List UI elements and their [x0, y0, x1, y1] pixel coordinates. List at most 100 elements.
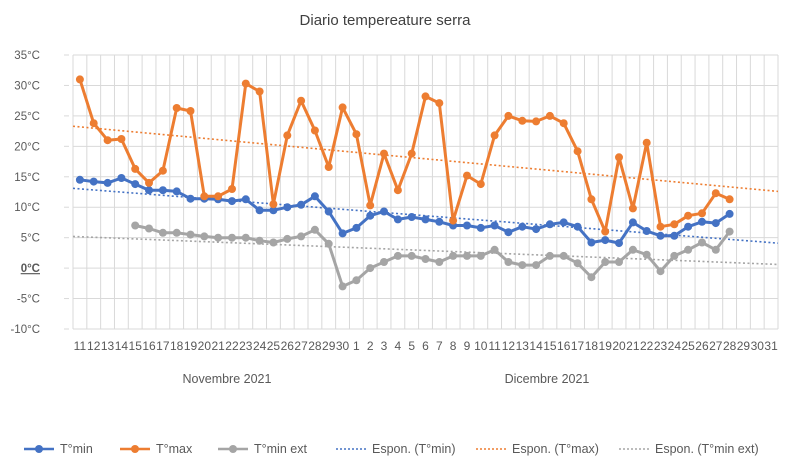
legend-marker-tmin — [35, 445, 43, 453]
data-point — [435, 217, 444, 226]
x-tick-label: 20 — [198, 339, 212, 353]
data-point — [158, 228, 167, 237]
chart-title: Diario tempereature serra — [300, 12, 472, 29]
y-tick-label: 0°C — [21, 263, 40, 275]
x-tick-label: 18 — [585, 339, 599, 353]
y-tick-label: 30°C — [14, 80, 40, 92]
legend-item-tmax[interactable]: T°max — [120, 442, 193, 456]
legend-marker-tmin-ext — [229, 445, 237, 453]
data-point — [255, 87, 264, 96]
data-point — [158, 166, 167, 175]
data-point — [186, 107, 195, 115]
x-tick-label: 5 — [408, 339, 415, 353]
data-point — [532, 225, 541, 234]
y-tick-label: -5°C — [17, 294, 40, 306]
data-point — [324, 163, 333, 171]
data-point — [504, 258, 513, 266]
data-point — [241, 195, 250, 204]
data-point — [407, 251, 416, 260]
data-point — [103, 136, 112, 145]
x-tick-label: 22 — [225, 339, 239, 353]
data-point — [421, 92, 430, 101]
x-tick-label: 15 — [543, 339, 557, 353]
x-tick-label: 17 — [571, 339, 585, 353]
data-point — [89, 177, 98, 186]
x-tick-label: 28 — [723, 339, 737, 353]
x-tick-label: 15 — [129, 339, 143, 353]
x-tick-label: 11 — [488, 339, 501, 353]
data-point — [463, 251, 471, 260]
data-point — [324, 207, 333, 216]
x-tick-label: 20 — [612, 339, 626, 353]
data-point — [711, 219, 720, 228]
legend-item-trend-tmin-ext[interactable]: Espon. (T°min ext) — [619, 442, 759, 456]
y-tick-label: -10°C — [10, 324, 40, 336]
data-point — [214, 233, 223, 242]
x-tick-label: 13 — [516, 339, 530, 353]
x-tick-label: 29 — [322, 339, 336, 353]
data-point — [117, 135, 126, 143]
x-tick-label: 30 — [336, 339, 350, 353]
y-tick-label: 15°C — [14, 172, 40, 184]
x-tick-label: 12 — [87, 339, 101, 353]
legend-item-trend-tmin[interactable]: Espon. (T°min) — [336, 442, 456, 456]
data-point — [145, 178, 153, 187]
data-point — [393, 186, 402, 195]
data-point — [338, 229, 347, 238]
x-tick-label: 12 — [502, 339, 516, 353]
x-tick-label: 9 — [464, 339, 471, 353]
data-point — [75, 75, 84, 84]
x-tick-label: 31 — [764, 339, 778, 353]
data-point — [255, 236, 264, 245]
x-tick-label: 25 — [267, 339, 281, 353]
data-point — [131, 221, 140, 230]
data-point — [228, 185, 236, 193]
data-point — [186, 230, 195, 239]
x-tick-label: 21 — [211, 339, 225, 353]
x-tick-label: 7 — [436, 339, 443, 353]
data-point — [490, 221, 499, 230]
data-point — [255, 206, 264, 215]
x-tick-label: 16 — [557, 339, 571, 353]
data-point — [172, 104, 181, 112]
data-point — [421, 215, 430, 224]
data-point — [158, 186, 167, 195]
data-point — [628, 218, 637, 227]
data-point — [684, 245, 693, 254]
data-point — [172, 228, 181, 237]
data-point — [559, 251, 568, 260]
legend-item-trend-tmax[interactable]: Espon. (T°max) — [476, 442, 599, 456]
data-point — [393, 215, 402, 224]
data-point — [283, 203, 292, 212]
legend-item-tmin-ext[interactable]: T°min ext — [218, 442, 307, 456]
data-point — [421, 255, 430, 263]
data-point — [145, 186, 153, 195]
data-point — [476, 251, 485, 260]
data-point — [310, 225, 319, 234]
data-point — [587, 273, 596, 282]
legend-item-tmin[interactable]: T°min — [24, 442, 93, 456]
x-tick-label: 8 — [450, 339, 457, 353]
data-point — [656, 222, 665, 231]
data-point — [269, 238, 278, 247]
data-point — [545, 251, 554, 260]
data-point — [628, 245, 637, 254]
data-point — [269, 206, 278, 215]
legend-label-tmax: T°max — [156, 442, 193, 456]
x-tick-label: 27 — [709, 339, 723, 353]
data-point — [698, 238, 706, 247]
x-tick-label: 6 — [422, 339, 429, 353]
data-point — [352, 130, 361, 139]
data-point — [615, 153, 623, 162]
data-point — [601, 258, 610, 266]
y-tick-label: 25°C — [14, 111, 40, 123]
data-point — [449, 251, 458, 260]
data-point — [518, 222, 527, 231]
data-point — [366, 211, 375, 220]
y-tick-label: 10°C — [14, 202, 40, 214]
x-tick-label: 10 — [474, 339, 488, 353]
data-point — [587, 195, 596, 204]
data-point — [615, 239, 623, 248]
data-point — [172, 187, 181, 196]
